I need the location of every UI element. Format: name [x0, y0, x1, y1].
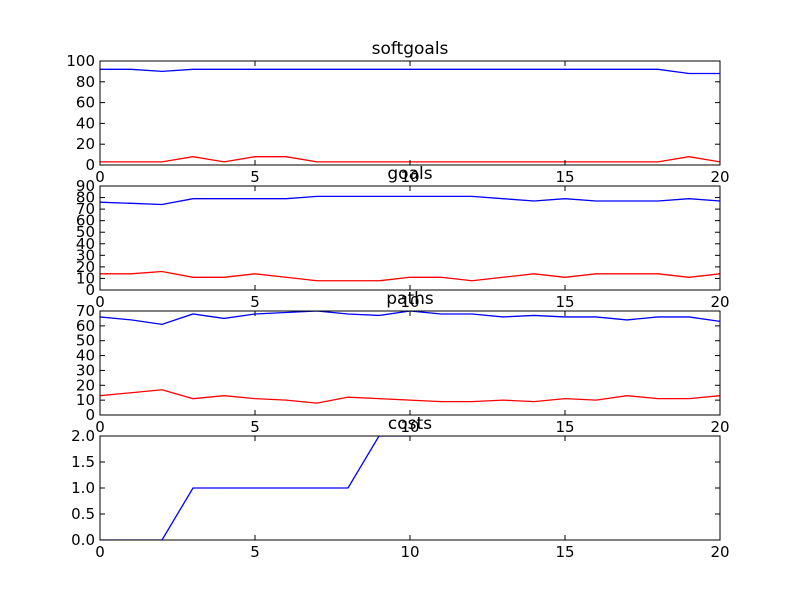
y-tick-label: 20 — [76, 135, 95, 153]
x-tick-label: 20 — [710, 168, 729, 186]
x-tick-label: 5 — [250, 418, 260, 436]
series-line-1 — [100, 195, 720, 206]
y-tick-label: 0.5 — [71, 505, 95, 523]
x-tick-label: 15 — [555, 293, 574, 311]
chart-title: costs — [388, 414, 432, 434]
series-line-2 — [100, 389, 720, 404]
x-tick-label: 20 — [710, 293, 729, 311]
x-tick-label: 0 — [95, 543, 105, 561]
y-tick-label: 1.5 — [71, 453, 95, 471]
y-tick-label: 0.0 — [71, 531, 95, 549]
x-tick-label: 10 — [400, 543, 419, 561]
y-tick-label: 0 — [85, 406, 95, 424]
y-tick-label: 70 — [76, 200, 95, 218]
y-tick-label: 50 — [76, 223, 95, 241]
y-tick-label: 80 — [76, 73, 95, 91]
x-tick-label: 15 — [555, 168, 574, 186]
y-tick-label: 60 — [76, 212, 95, 230]
series-line-1 — [100, 68, 720, 75]
x-tick-label: 10 — [400, 418, 419, 436]
y-tick-label: 2.0 — [71, 427, 95, 445]
y-tick-label: 20 — [76, 376, 95, 394]
y-tick-label: 20 — [76, 258, 95, 276]
y-tick-label: 10 — [76, 391, 95, 409]
y-tick-label: 1.0 — [71, 479, 95, 497]
y-tick-label: 80 — [76, 189, 95, 207]
x-tick-label: 0 — [95, 293, 105, 311]
y-tick-label: 0 — [85, 281, 95, 299]
y-tick-label: 40 — [76, 114, 95, 132]
chart-title: goals — [387, 164, 432, 184]
series-line-1 — [100, 436, 410, 540]
chart-title: softgoals — [372, 39, 449, 59]
y-tick-label: 60 — [76, 94, 95, 112]
x-tick-label: 20 — [710, 543, 729, 561]
y-tick-label: 30 — [76, 361, 95, 379]
chart-title: paths — [386, 289, 434, 309]
y-tick-label: 50 — [76, 332, 95, 350]
y-tick-label: 90 — [76, 177, 95, 195]
x-tick-label: 5 — [250, 168, 260, 186]
series-line-1 — [100, 311, 720, 326]
x-tick-label: 10 — [400, 168, 419, 186]
y-tick-label: 0 — [85, 156, 95, 174]
series-line-2 — [100, 270, 720, 282]
x-tick-label: 10 — [400, 293, 419, 311]
x-tick-label: 15 — [555, 418, 574, 436]
y-tick-label: 40 — [76, 347, 95, 365]
y-tick-label: 60 — [76, 317, 95, 335]
y-tick-label: 40 — [76, 235, 95, 253]
x-tick-label: 0 — [95, 418, 105, 436]
x-tick-label: 5 — [250, 293, 260, 311]
x-tick-label: 15 — [555, 543, 574, 561]
x-tick-label: 5 — [250, 543, 260, 561]
chart-costs: 0 5 10 15 20 0.0 0.5 1.0 1.5 2.0 costs — [71, 414, 729, 561]
y-tick-label: 10 — [76, 269, 95, 287]
y-tick-label: 30 — [76, 246, 95, 264]
y-tick-label: 100 — [66, 52, 95, 70]
y-tick-label: 70 — [76, 302, 95, 320]
x-tick-label: 20 — [710, 418, 729, 436]
x-tick-label: 0 — [95, 168, 105, 186]
